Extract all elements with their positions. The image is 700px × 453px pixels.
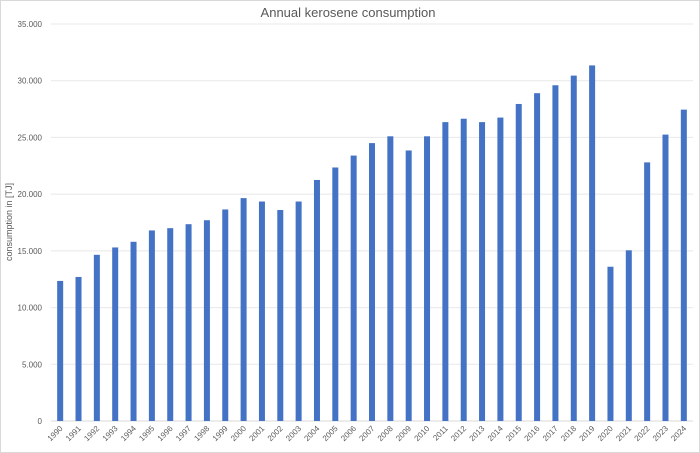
y-tick-label: 15.000 <box>18 247 43 256</box>
x-tick-label: 2014 <box>486 424 505 443</box>
bar-2007 <box>369 143 375 421</box>
bar-2020 <box>607 266 614 421</box>
bar-2023 <box>662 134 669 422</box>
bar-2015 <box>515 103 522 422</box>
bar-2003 <box>295 201 302 421</box>
x-tick-label: 2002 <box>266 424 285 443</box>
y-tick-label: 5.000 <box>22 360 43 369</box>
bar-1994 <box>130 241 137 421</box>
bar-1991 <box>75 276 82 421</box>
bar-1992 <box>93 254 100 421</box>
x-tick-label: 1998 <box>192 424 211 443</box>
bar-2013 <box>479 122 486 421</box>
x-tick-label: 2021 <box>614 424 633 443</box>
bar-2019 <box>589 65 596 421</box>
y-tick-label: 10.000 <box>18 304 43 313</box>
x-tick-label: 1994 <box>119 424 138 443</box>
bar-2009 <box>405 150 412 422</box>
y-tick-label: 25.000 <box>18 133 43 142</box>
x-tick-label: 2016 <box>523 424 542 443</box>
x-tick-label: 2019 <box>578 424 597 443</box>
x-tick-label: 2012 <box>449 424 468 443</box>
x-tick-label: 1990 <box>46 424 65 443</box>
bar-2008 <box>387 136 394 421</box>
bar-2006 <box>350 155 357 421</box>
x-tick-label: 2015 <box>504 424 523 443</box>
bar-1996 <box>167 228 174 421</box>
x-tick-label: 2010 <box>412 424 431 443</box>
x-tick-label: 2004 <box>302 424 321 443</box>
y-axis-label: consumption in [TJ] <box>4 183 14 261</box>
bar-1995 <box>148 230 155 421</box>
bar-1997 <box>185 224 192 421</box>
x-tick-label: 1996 <box>156 424 175 443</box>
bar-2001 <box>258 201 265 421</box>
bar-2018 <box>570 75 577 422</box>
x-tick-label: 2007 <box>357 424 376 443</box>
x-tick-label: 2024 <box>669 424 688 443</box>
x-tick-label: 2011 <box>431 424 450 443</box>
x-tick-label: 2023 <box>651 424 670 443</box>
x-tick-label: 2020 <box>596 424 615 443</box>
x-tick-label: 2000 <box>229 424 248 443</box>
bar-1993 <box>112 247 119 421</box>
bar-1990 <box>57 280 64 421</box>
bar-2004 <box>313 179 320 421</box>
x-tick-label: 2003 <box>284 424 303 443</box>
x-tick-label: 2009 <box>394 424 413 443</box>
x-tick-label: 1997 <box>174 424 193 443</box>
bar-2024 <box>680 109 687 421</box>
bar-1998 <box>203 220 210 421</box>
bar-2021 <box>625 250 632 421</box>
bar-2022 <box>644 162 651 421</box>
x-tick-label: 1995 <box>137 424 156 443</box>
bar-2012 <box>460 118 467 421</box>
x-tick-label: 2018 <box>559 424 578 443</box>
y-tick-label: 0 <box>38 417 43 426</box>
x-tick-label: 2005 <box>321 424 340 443</box>
bar-2016 <box>534 93 541 421</box>
x-tick-label: 2008 <box>376 424 395 443</box>
x-tick-label: 2001 <box>247 424 266 443</box>
y-tick-label: 30.000 <box>18 77 43 86</box>
y-tick-label: 20.000 <box>18 190 43 199</box>
bar-2005 <box>332 167 339 421</box>
x-tick-label: 2013 <box>468 424 487 443</box>
x-tick-label: 2022 <box>633 424 652 443</box>
bar-2000 <box>240 198 247 421</box>
bar-2010 <box>424 136 431 421</box>
x-tick-label: 1991 <box>64 424 83 443</box>
y-tick-label: 35.000 <box>18 20 43 29</box>
chart-title: Annual kerosene consumption <box>261 5 436 20</box>
x-tick-label: 1993 <box>101 424 120 443</box>
bar-2011 <box>442 122 449 421</box>
bar-1999 <box>222 209 229 421</box>
bar-2002 <box>277 210 284 421</box>
x-tick-label: 2017 <box>541 424 560 443</box>
x-tick-label: 2006 <box>339 424 358 443</box>
bar-2017 <box>552 85 559 421</box>
x-tick-label: 1999 <box>211 424 230 443</box>
x-tick-label: 1992 <box>82 424 101 443</box>
bar-2014 <box>497 117 504 421</box>
